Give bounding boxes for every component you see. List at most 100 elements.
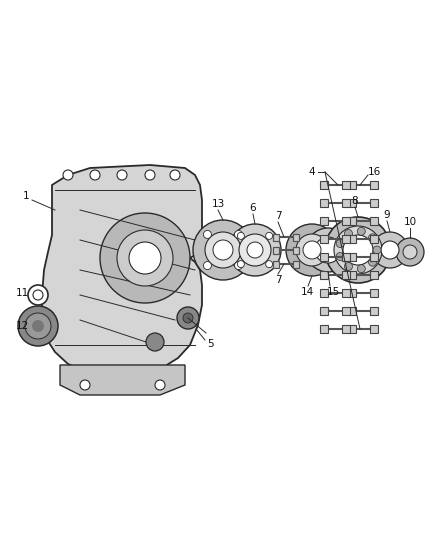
Circle shape (345, 262, 353, 270)
Bar (320, 217, 328, 225)
Bar (348, 253, 356, 261)
Bar (370, 289, 378, 297)
Text: 14: 14 (300, 287, 314, 297)
Circle shape (235, 230, 243, 238)
Circle shape (235, 262, 243, 270)
Circle shape (237, 261, 244, 268)
Circle shape (357, 227, 365, 235)
Bar (342, 307, 350, 315)
Circle shape (373, 246, 381, 254)
Circle shape (325, 217, 391, 283)
Circle shape (146, 333, 164, 351)
Bar (370, 181, 378, 189)
Text: 5: 5 (207, 339, 213, 349)
Bar (320, 235, 328, 243)
Circle shape (336, 253, 344, 261)
Bar (348, 199, 356, 207)
Circle shape (343, 235, 373, 265)
Circle shape (203, 262, 212, 270)
Circle shape (336, 239, 344, 247)
Bar (320, 271, 328, 279)
Circle shape (334, 226, 382, 274)
Text: 11: 11 (15, 288, 28, 298)
Circle shape (80, 380, 90, 390)
Text: 1: 1 (23, 191, 29, 201)
Circle shape (265, 261, 272, 268)
Text: 12: 12 (15, 321, 28, 331)
FancyBboxPatch shape (273, 261, 279, 268)
Bar (370, 235, 378, 243)
Circle shape (372, 232, 408, 268)
Text: 8: 8 (352, 196, 358, 206)
Bar (370, 271, 378, 279)
Circle shape (368, 258, 377, 266)
Polygon shape (42, 165, 202, 374)
Bar (320, 199, 328, 207)
Circle shape (239, 234, 271, 266)
Bar (342, 325, 350, 333)
Text: 6: 6 (250, 203, 256, 213)
Bar (342, 289, 350, 297)
Circle shape (296, 234, 328, 266)
Bar (320, 289, 328, 297)
Circle shape (117, 170, 127, 180)
FancyBboxPatch shape (293, 261, 299, 268)
Text: 9: 9 (384, 210, 390, 220)
Circle shape (286, 224, 338, 276)
Circle shape (368, 234, 377, 242)
Polygon shape (60, 365, 185, 395)
Circle shape (396, 238, 424, 266)
FancyBboxPatch shape (293, 233, 299, 240)
Circle shape (129, 242, 161, 274)
Circle shape (28, 285, 48, 305)
Circle shape (25, 313, 51, 339)
Circle shape (100, 213, 190, 303)
Circle shape (213, 240, 233, 260)
Circle shape (237, 232, 244, 239)
Text: 10: 10 (403, 217, 417, 227)
Circle shape (303, 241, 321, 259)
Bar (342, 253, 350, 261)
Bar (320, 307, 328, 315)
Circle shape (247, 242, 263, 258)
Bar (348, 325, 356, 333)
Circle shape (117, 230, 173, 286)
Bar (348, 307, 356, 315)
Circle shape (32, 320, 44, 332)
Circle shape (90, 170, 100, 180)
Circle shape (265, 232, 272, 239)
Bar (370, 217, 378, 225)
Circle shape (203, 230, 212, 238)
Bar (320, 181, 328, 189)
Circle shape (403, 245, 417, 259)
Bar (348, 289, 356, 297)
Circle shape (63, 170, 73, 180)
Circle shape (177, 307, 199, 329)
Text: 7: 7 (275, 211, 281, 221)
Circle shape (345, 230, 353, 238)
Bar (348, 271, 356, 279)
Bar (348, 235, 356, 243)
Circle shape (381, 241, 399, 259)
Bar (342, 181, 350, 189)
Text: 7: 7 (275, 275, 281, 285)
Circle shape (315, 237, 341, 263)
Bar (370, 307, 378, 315)
FancyBboxPatch shape (293, 246, 299, 254)
Bar (342, 199, 350, 207)
Bar (348, 217, 356, 225)
Bar (348, 181, 356, 189)
Bar (342, 271, 350, 279)
FancyBboxPatch shape (273, 233, 279, 240)
Circle shape (205, 232, 241, 268)
Bar (370, 253, 378, 261)
Circle shape (193, 220, 253, 280)
Bar (320, 325, 328, 333)
Text: 4: 4 (309, 167, 315, 177)
Bar (370, 325, 378, 333)
Circle shape (155, 380, 165, 390)
Text: 13: 13 (212, 199, 225, 209)
Text: 15: 15 (326, 287, 339, 297)
Bar (320, 253, 328, 261)
Text: 16: 16 (367, 167, 381, 177)
